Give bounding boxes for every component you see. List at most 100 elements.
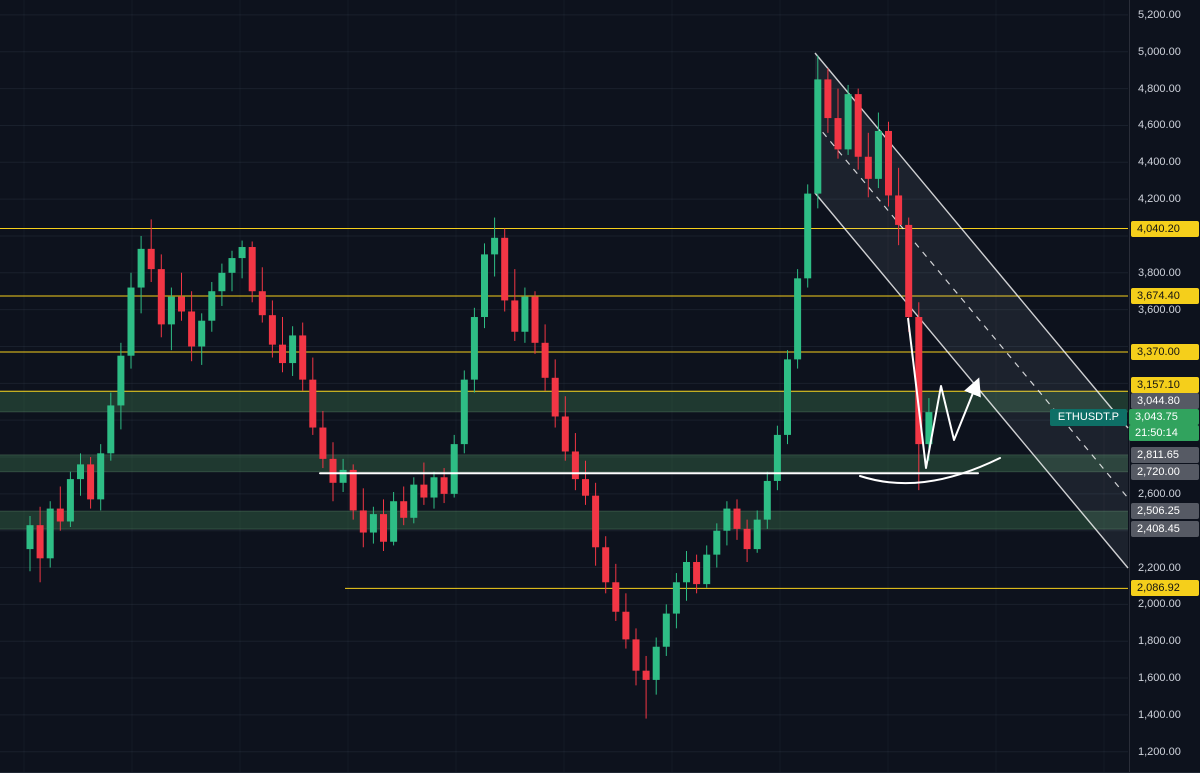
candle-body[interactable] (87, 464, 95, 500)
candle-body[interactable] (238, 247, 246, 259)
candle-body[interactable] (723, 508, 731, 531)
candle-body[interactable] (501, 237, 509, 301)
candle-body[interactable] (349, 469, 357, 511)
candle-body[interactable] (66, 479, 74, 522)
candle-body[interactable] (56, 508, 64, 522)
candle-body[interactable] (622, 611, 630, 640)
candle-body[interactable] (380, 514, 387, 542)
candle-body[interactable] (279, 344, 286, 364)
candle-body[interactable] (248, 247, 256, 292)
candle-body[interactable] (521, 296, 529, 332)
candle-body[interactable] (854, 94, 862, 157)
candle-body[interactable] (672, 582, 680, 614)
candle-body[interactable] (137, 248, 145, 288)
candle-body[interactable] (915, 317, 923, 445)
candle-body[interactable] (561, 416, 569, 452)
supply-demand-zone[interactable] (0, 511, 1128, 530)
candle-body[interactable] (905, 224, 913, 318)
candle-body[interactable] (642, 670, 650, 680)
candle-body[interactable] (814, 79, 822, 194)
candle-body[interactable] (97, 453, 105, 500)
candle-body[interactable] (824, 79, 832, 119)
candle-body[interactable] (662, 613, 670, 647)
candle-body[interactable] (602, 547, 610, 583)
candle-body[interactable] (612, 582, 620, 612)
candle-body[interactable] (460, 379, 468, 445)
candle-body[interactable] (470, 317, 478, 380)
candle-body[interactable] (834, 118, 842, 150)
candle-body[interactable] (773, 434, 781, 481)
candle-body[interactable] (299, 335, 307, 380)
candle-body[interactable] (107, 405, 115, 454)
candle-body[interactable] (178, 296, 185, 312)
candle-body[interactable] (339, 469, 347, 483)
candle-body[interactable] (289, 335, 297, 364)
candle-body[interactable] (228, 258, 236, 273)
candle-body[interactable] (874, 130, 882, 179)
candle-body[interactable] (410, 484, 418, 518)
candle-body[interactable] (511, 300, 519, 332)
candle-body[interactable] (804, 193, 812, 279)
candle-body[interactable] (895, 195, 903, 225)
candle-body[interactable] (632, 639, 640, 671)
candle-body[interactable] (208, 291, 216, 321)
candle-body[interactable] (753, 519, 761, 550)
candle-body[interactable] (117, 355, 125, 406)
candle-body[interactable] (369, 514, 377, 533)
candle-body[interactable] (693, 562, 701, 585)
candle-body[interactable] (551, 377, 559, 417)
candle-body[interactable] (157, 269, 165, 325)
candle-body[interactable] (127, 287, 135, 356)
curve-drawing[interactable] (859, 457, 1001, 485)
candle-body[interactable] (46, 508, 54, 559)
candle-body[interactable] (703, 554, 711, 585)
candle-body[interactable] (794, 278, 802, 360)
candle-body[interactable] (582, 479, 589, 496)
candle-body[interactable] (390, 501, 398, 542)
candle-body[interactable] (592, 495, 600, 548)
candle-body[interactable] (925, 412, 933, 445)
candle-body[interactable] (713, 530, 721, 555)
candle-body[interactable] (652, 646, 660, 680)
channel-mid-line[interactable] (814, 122, 1129, 499)
candle-body[interactable] (319, 427, 327, 459)
candle-body[interactable] (268, 315, 276, 345)
candle-body[interactable] (440, 477, 448, 494)
candle-body[interactable] (309, 379, 317, 428)
candle-body[interactable] (147, 248, 155, 270)
candle-body[interactable] (541, 342, 549, 378)
candle-body[interactable] (864, 156, 872, 179)
candle-body[interactable] (36, 525, 44, 559)
candle-body[interactable] (885, 130, 892, 196)
candle-body[interactable] (743, 528, 751, 550)
candle-body[interactable] (329, 458, 337, 483)
candle-body[interactable] (359, 510, 367, 533)
candle-body[interactable] (218, 272, 226, 292)
candle-body[interactable] (420, 484, 428, 498)
projection-arrow[interactable] (907, 317, 981, 469)
candle-body[interactable] (26, 525, 34, 550)
candle-body[interactable] (844, 94, 852, 150)
supply-demand-zone[interactable] (0, 391, 1128, 412)
price-axis[interactable]: 5,200.00 5,000.00 4,800.00 4,600.00 4,400.00… (1129, 0, 1200, 772)
candle-body[interactable] (77, 464, 84, 480)
candle-body[interactable] (531, 296, 539, 343)
candle-body[interactable] (400, 501, 408, 518)
candle-body[interactable] (167, 296, 175, 325)
candle-body[interactable] (784, 359, 791, 435)
candle-body[interactable] (763, 480, 771, 520)
candle-body[interactable] (198, 320, 206, 347)
candle-body[interactable] (258, 291, 266, 316)
candle-body[interactable] (450, 444, 458, 494)
supply-demand-zone[interactable] (0, 454, 1128, 472)
candle-body[interactable] (571, 451, 579, 480)
candle-body[interactable] (683, 562, 690, 583)
candle-body[interactable] (430, 477, 438, 498)
candle-body[interactable] (491, 237, 499, 255)
candle-body[interactable] (733, 508, 741, 529)
candle-body[interactable] (188, 311, 196, 347)
candle-body[interactable] (481, 254, 488, 318)
channel-upper-line[interactable] (814, 52, 1129, 429)
